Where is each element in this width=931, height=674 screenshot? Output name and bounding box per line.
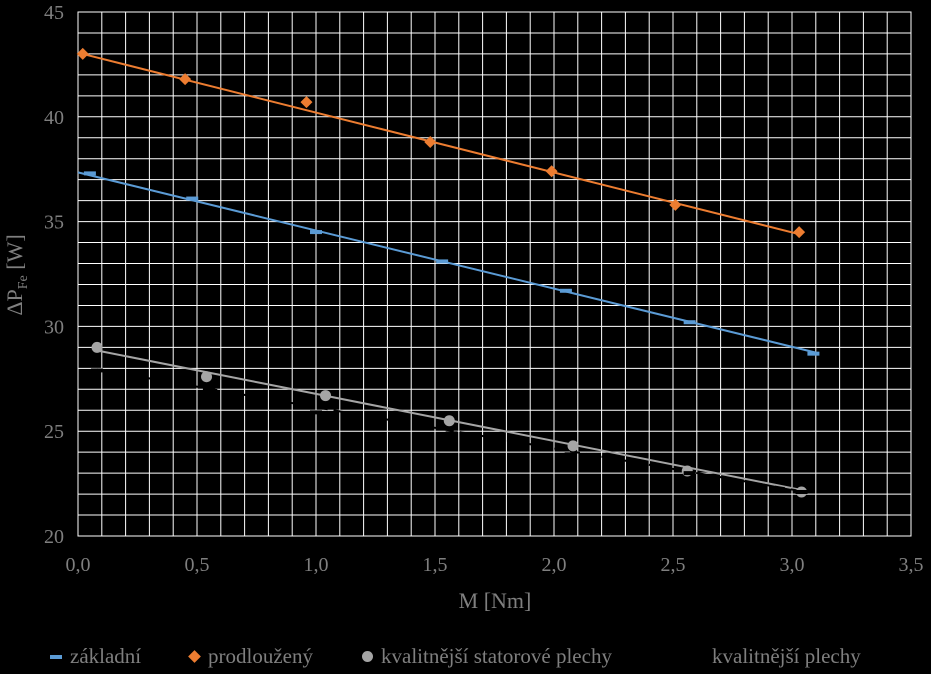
point-circle xyxy=(91,341,103,353)
data-markers xyxy=(76,47,820,498)
point-dash xyxy=(683,471,696,476)
trendline-1 xyxy=(82,52,800,236)
point-diamond xyxy=(300,96,313,109)
legend-item: kvalitnější plechy xyxy=(692,644,861,669)
y-tick-label: 35 xyxy=(44,212,64,234)
legend-label: základní xyxy=(70,644,142,668)
legend-label: prodloužený xyxy=(208,644,313,668)
trendlines xyxy=(77,52,817,493)
point-dash xyxy=(186,196,199,201)
legend-label: kvalitnější statorové plechy xyxy=(381,644,612,668)
point-dash xyxy=(559,288,572,293)
point-dash xyxy=(310,230,322,235)
point-diamond xyxy=(76,47,89,60)
legend-marker xyxy=(50,654,62,659)
point-diamond xyxy=(793,226,806,239)
y-axis-title: ΔPFe [W] xyxy=(2,234,31,315)
point-diamond xyxy=(424,135,437,148)
point-diamond xyxy=(545,165,558,178)
legend-marker xyxy=(188,650,201,663)
point-diamond xyxy=(669,198,682,211)
y-tick-label: 30 xyxy=(44,316,64,338)
x-tick-label: 3,5 xyxy=(899,554,924,576)
x-tick-label: 3,0 xyxy=(780,554,805,576)
point-dash xyxy=(91,368,104,373)
y-tick-label: 20 xyxy=(44,526,64,548)
point-dash xyxy=(683,320,696,325)
point-dash xyxy=(795,489,808,494)
y-axis-title-main: ΔP xyxy=(2,289,27,315)
point-dash xyxy=(202,387,215,392)
legend-label: kvalitnější plechy xyxy=(712,644,861,668)
y-tick-label: 45 xyxy=(44,2,64,24)
x-axis-title: M [Nm] xyxy=(459,588,532,613)
legend-item: prodloužený xyxy=(186,644,313,669)
plot-area xyxy=(77,11,912,537)
x-axis-ticks: 0,0 0,5 1,0 1,5 2,0 2,5 3,0 3,5 xyxy=(66,554,924,576)
x-tick-label: 1,0 xyxy=(304,554,329,576)
point-circle xyxy=(201,371,213,383)
legend-marker xyxy=(362,651,373,662)
legend-item: základní xyxy=(50,644,141,669)
x-tick-label: 1,5 xyxy=(423,554,448,576)
point-circle xyxy=(567,440,579,452)
x-tick-label: 0,5 xyxy=(185,554,210,576)
y-axis-ticks: 20 25 30 35 40 45 xyxy=(44,2,64,548)
x-tick-label: 2,5 xyxy=(661,554,686,576)
point-circle xyxy=(320,390,332,402)
y-axis-title-sub: Fe xyxy=(16,275,31,289)
y-axis-title-unit: [W] xyxy=(2,234,27,275)
point-dash xyxy=(807,351,820,356)
point-dash xyxy=(564,452,577,457)
legend-item: kvalitnější statorové plechy xyxy=(358,644,612,669)
grid xyxy=(77,11,912,537)
y-tick-label: 25 xyxy=(44,421,64,443)
x-tick-label: 0,0 xyxy=(66,554,91,576)
point-dash xyxy=(83,171,96,176)
x-tick-label: 2,0 xyxy=(542,554,567,576)
point-circle xyxy=(443,415,455,427)
point-dash xyxy=(445,431,458,436)
legend-marker xyxy=(692,654,704,659)
point-dash xyxy=(436,259,449,264)
point-dash xyxy=(310,410,322,415)
y-tick-label: 40 xyxy=(44,107,64,129)
point-diamond xyxy=(179,73,192,86)
